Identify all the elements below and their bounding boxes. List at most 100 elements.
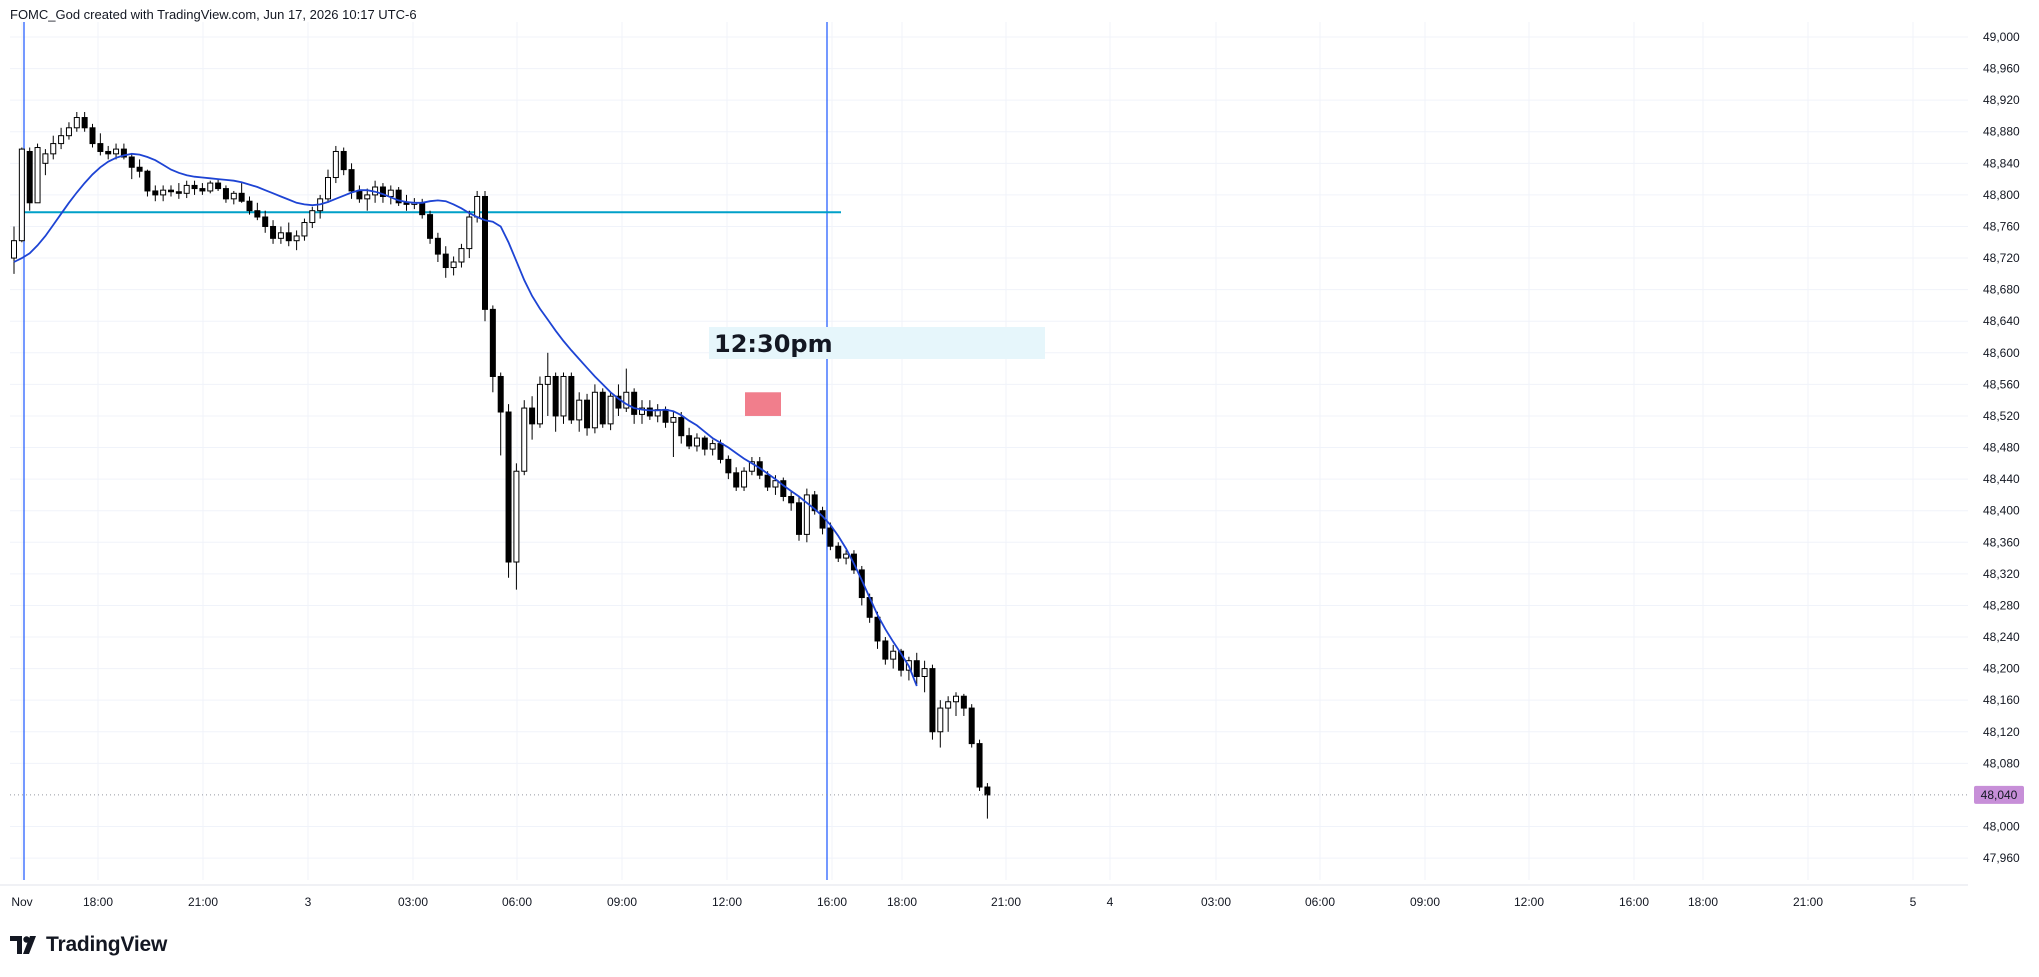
candle-body	[238, 192, 245, 202]
candle	[552, 372, 559, 432]
candle-body	[65, 127, 72, 137]
candle	[395, 187, 402, 206]
time-tick-label: 21:00	[188, 895, 218, 909]
candle	[175, 183, 182, 199]
candle	[254, 202, 261, 221]
time-tick-label: 09:00	[1410, 895, 1440, 909]
candle-body	[277, 232, 284, 239]
candle	[921, 660, 928, 693]
candle-body	[50, 143, 57, 155]
candle	[113, 143, 120, 160]
candle	[89, 123, 96, 148]
candle-body	[246, 200, 253, 212]
candle-body	[285, 232, 292, 242]
candle	[11, 226, 17, 274]
price-tick-label: 48,200	[1983, 662, 2020, 676]
candle-body	[419, 202, 426, 216]
time-tick-label: 21:00	[1793, 895, 1823, 909]
candle-body	[599, 391, 606, 425]
candle-body	[199, 188, 206, 192]
candle-body	[725, 458, 732, 474]
candle	[489, 305, 496, 393]
price-tick-label: 48,480	[1983, 441, 2020, 455]
time-axis[interactable]: Nov 18:00 21:00 3 03:00 06:00 09:00 12:00 16:00 1…	[11, 895, 1916, 909]
candle-body	[631, 391, 638, 415]
candle-body	[505, 411, 512, 563]
candle	[105, 145, 112, 160]
price-tick-label: 48,880	[1983, 125, 2020, 139]
candle-body	[670, 417, 677, 423]
time-tick-label: Nov	[11, 895, 32, 909]
price-tick-label: 48,440	[1983, 472, 2020, 486]
candle-body	[733, 472, 740, 488]
candle-body	[615, 395, 622, 409]
candle-body	[160, 189, 167, 196]
candle	[733, 467, 740, 491]
candle	[529, 396, 536, 440]
candle	[796, 496, 802, 541]
candle-body	[113, 148, 120, 155]
candle-body	[427, 214, 434, 239]
candle	[191, 180, 198, 195]
candle-body	[560, 375, 567, 417]
candle	[270, 220, 277, 244]
candle-body	[58, 135, 65, 145]
time-tick-label: 06:00	[1305, 895, 1335, 909]
candle	[741, 467, 748, 491]
candle-body	[128, 156, 135, 168]
candle-body	[332, 150, 339, 179]
price-tick-label: 48,360	[1983, 535, 2020, 549]
candle-body	[73, 117, 80, 129]
price-tick-label: 48,400	[1983, 504, 2020, 518]
candle-body	[929, 668, 936, 733]
candle	[482, 190, 488, 322]
candle	[827, 522, 834, 551]
price-tick-label: 48,000	[1983, 820, 2020, 834]
candle	[568, 372, 575, 424]
candle	[26, 147, 33, 211]
candle	[18, 147, 25, 243]
candle	[599, 388, 606, 428]
candle	[340, 147, 347, 176]
time-tick-label: 12:00	[1514, 895, 1544, 909]
price-tick-label: 48,240	[1983, 630, 2020, 644]
candle-body	[152, 190, 159, 196]
candle-body	[466, 216, 473, 250]
candle-body	[686, 435, 693, 447]
last-price-label: 48,040	[1981, 788, 2018, 802]
candle-body	[301, 222, 308, 237]
candle	[639, 400, 645, 424]
tradingview-brand[interactable]: TradingView	[10, 933, 167, 957]
candle	[285, 222, 292, 247]
price-tick-label: 47,960	[1983, 851, 2020, 865]
candle	[929, 664, 936, 740]
price-tick-label: 48,320	[1983, 567, 2020, 581]
candle	[356, 185, 363, 203]
tradingview-logo-icon	[10, 936, 36, 954]
time-tick-label: 06:00	[502, 895, 532, 909]
candle	[277, 226, 284, 244]
time-tick-label: 12:00	[712, 895, 742, 909]
price-axis[interactable]: 49,000 48,960 48,920 48,880 48,840 48,800 48,7…	[1983, 30, 2020, 865]
chart-header-caption: FOMC_God created with TradingView.com, J…	[10, 7, 417, 22]
candle-body	[442, 253, 449, 269]
candle-body	[984, 786, 991, 796]
price-tick-label: 48,280	[1983, 598, 2020, 612]
candle	[654, 404, 661, 423]
time-tick-label: 3	[305, 895, 312, 909]
candle-body	[136, 166, 143, 172]
candle-body	[882, 640, 889, 660]
time-tick-label: 21:00	[991, 895, 1021, 909]
candle-body	[105, 150, 112, 155]
candle-body	[168, 189, 174, 193]
chart-annotations: 12:30pm	[23, 22, 1045, 880]
candle-body	[364, 194, 371, 200]
candle	[521, 400, 528, 476]
candle	[976, 739, 983, 791]
candle-body	[835, 545, 842, 559]
candle	[913, 652, 920, 685]
candle-body	[387, 189, 394, 197]
candle-body	[191, 184, 198, 190]
candle-body	[788, 495, 795, 504]
